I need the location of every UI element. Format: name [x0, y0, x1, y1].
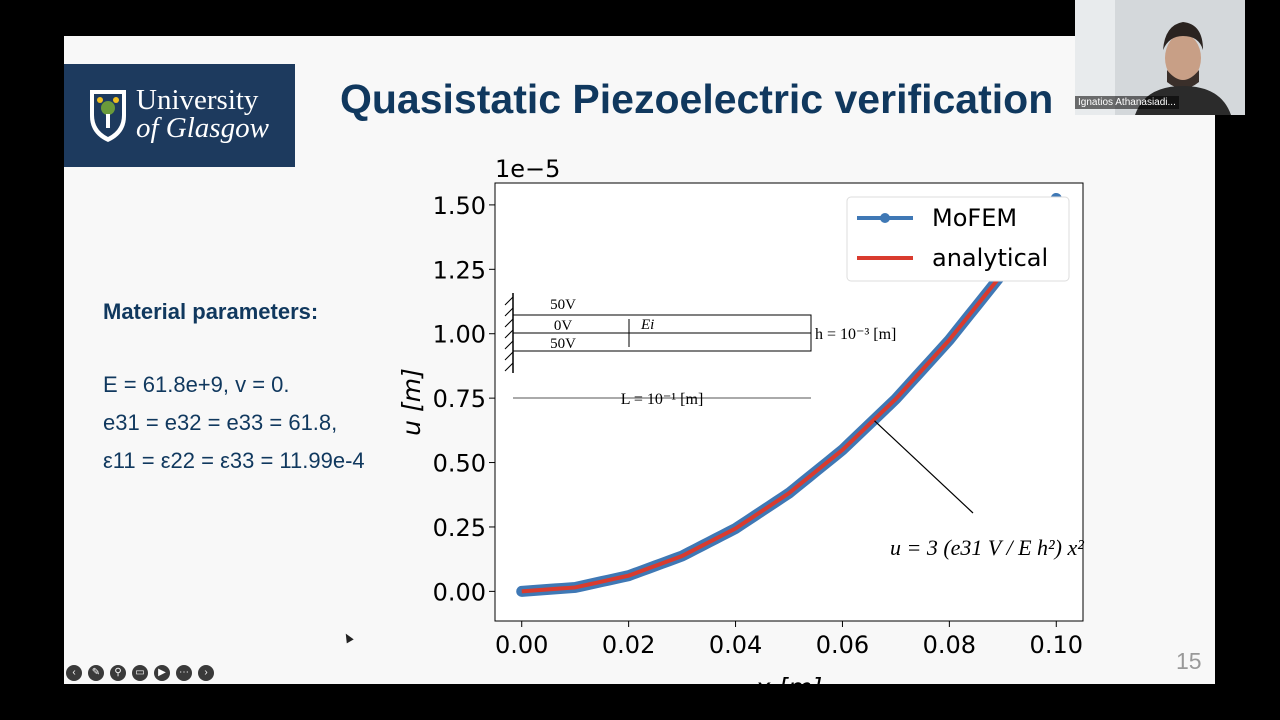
series-analytical-line: [521, 197, 1058, 594]
legend-label: analytical: [932, 244, 1048, 272]
support-hatch: [504, 307, 514, 317]
x-tick-label: 0.04: [709, 631, 762, 659]
crest-icon: [90, 90, 126, 142]
person-icon: [1075, 0, 1245, 115]
logo-text: University of Glasgow: [136, 84, 269, 144]
university-logo: University of Glasgow: [64, 64, 295, 167]
annotation-leader: [874, 420, 974, 514]
inset-mid-voltage: 0V: [554, 318, 573, 334]
material-line-2: e31 = e32 = e33 = 61.8,: [103, 410, 338, 435]
inset-field-label: Ei: [640, 317, 654, 333]
y-tick-label: 1.00: [433, 321, 486, 349]
legend-marker-mofem: [880, 213, 890, 223]
webcam-thumbnail[interactable]: Ignatios Athanasiadi...: [1075, 0, 1245, 115]
support-hatch: [504, 329, 514, 339]
material-line-1: E = 61.8e+9, v = 0.: [103, 372, 290, 397]
presentation-toolbar: ‹ ✎ ⚲ ▭ ▶ ⋯ ›: [66, 665, 214, 683]
y-tick-label: 1.25: [433, 256, 486, 284]
y-tick-label: 0.25: [433, 514, 486, 542]
formula-annotation: u = 3 (e31 V / E h²) x²: [890, 535, 1084, 560]
inset-top-voltage: 50V: [550, 297, 576, 313]
support-hatch: [504, 340, 514, 350]
y-tick-label: 1.50: [433, 192, 486, 220]
y-tick-label: 0.50: [433, 450, 486, 478]
material-line-3: ε11 = ε22 = ε33 = 11.99e-4: [103, 448, 365, 473]
participant-name: Ignatios Athanasiadi...: [1075, 96, 1179, 109]
captions-icon[interactable]: ▭: [132, 665, 148, 681]
x-tick-label: 0.10: [1030, 631, 1083, 659]
more-icon[interactable]: ⋯: [176, 665, 192, 681]
support-hatch: [504, 296, 514, 306]
forward-icon[interactable]: ›: [198, 665, 214, 681]
inset-length-label: L = 10⁻¹ [m]: [621, 391, 704, 408]
y-tick-label: 0.75: [433, 385, 486, 413]
slide: University of Glasgow Quasistatic Piezoe…: [64, 36, 1215, 684]
page-number: 15: [1176, 648, 1202, 674]
chart: 0.00 0.02 0.04 0.06 0.08 0.10 0.00 0.25 0.50 0.75…: [397, 155, 1084, 684]
pen-icon[interactable]: ✎: [88, 665, 104, 681]
logo-line2: of Glasgow: [136, 112, 269, 144]
y-scale-label: 1e−5: [495, 155, 560, 183]
x-tick-label: 0.00: [495, 631, 548, 659]
legend-label: MoFEM: [932, 204, 1017, 232]
y-axis-label: u [m]: [397, 368, 426, 436]
x-tick-label: 0.06: [816, 631, 869, 659]
slide-title: Quasistatic Piezoelectric verification: [340, 76, 1054, 122]
video-icon[interactable]: ▶: [154, 665, 170, 681]
support-hatch: [504, 318, 514, 328]
x-axis-label: x [m]: [755, 673, 823, 684]
support-hatch: [504, 362, 514, 372]
inset-thickness-label: h = 10⁻³ [m]: [815, 326, 896, 343]
x-tick-label: 0.02: [602, 631, 655, 659]
y-tick-label: 0.00: [433, 578, 486, 606]
x-tick-label: 0.08: [923, 631, 976, 659]
logo-line1: University: [136, 84, 259, 116]
material-heading: Material parameters:: [103, 299, 319, 324]
zoom-icon[interactable]: ⚲: [110, 665, 126, 681]
support-hatch: [504, 351, 514, 361]
back-icon[interactable]: ‹: [66, 665, 82, 681]
inset-bottom-voltage: 50V: [550, 336, 576, 352]
